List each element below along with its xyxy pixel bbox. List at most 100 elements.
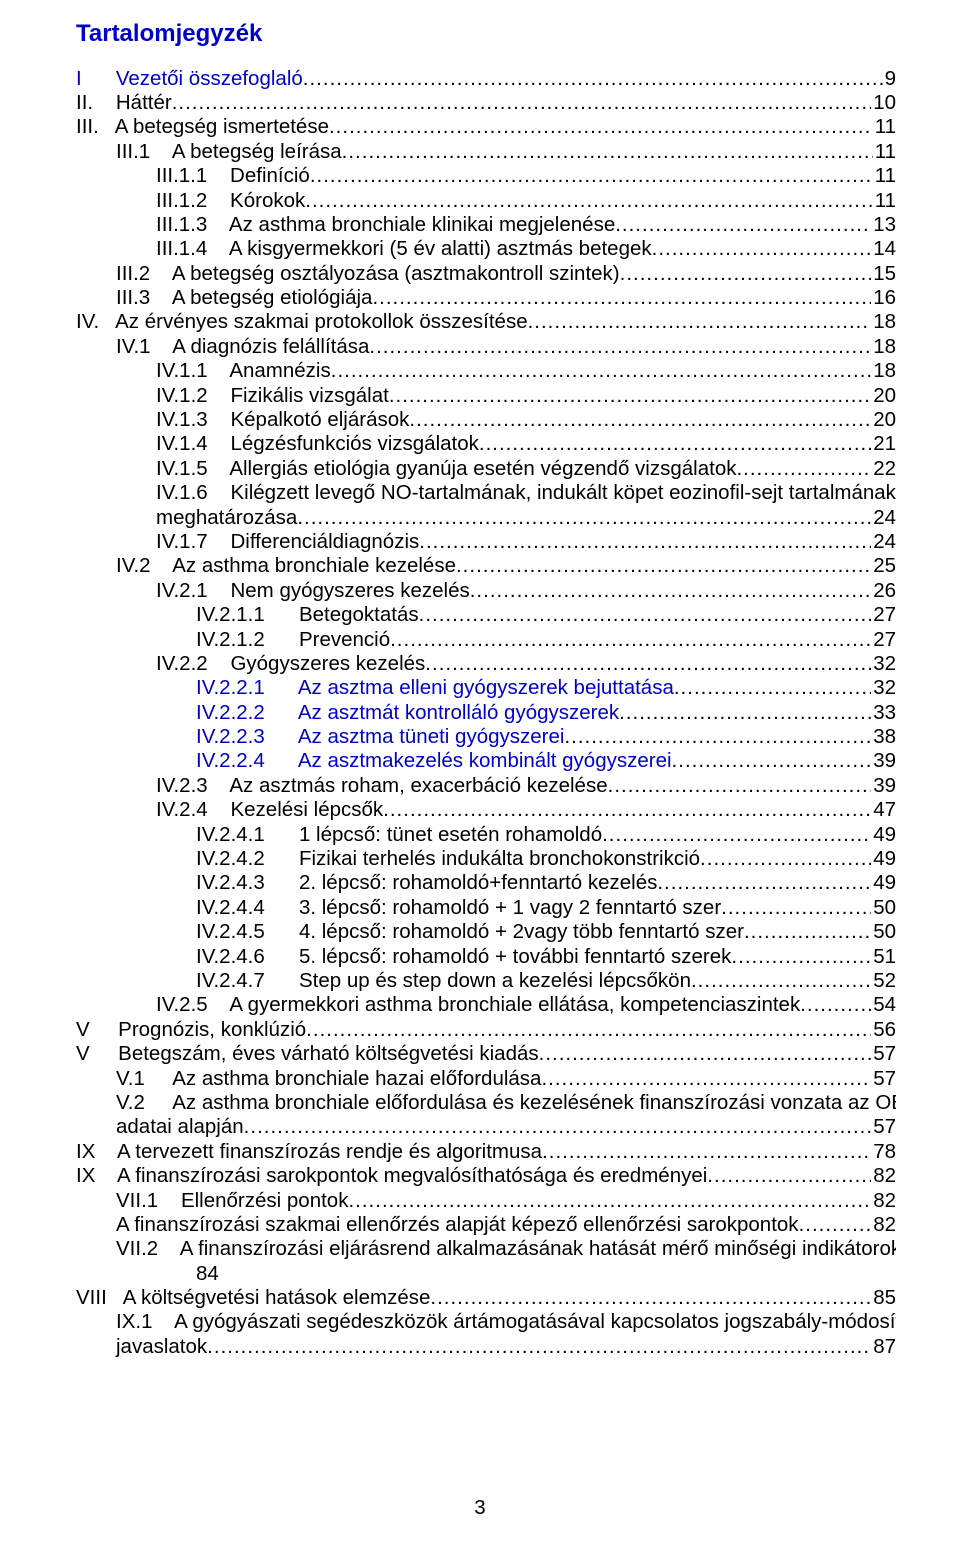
toc-entry-page: 11: [873, 164, 896, 188]
toc-entry-label: V.1 Az asthma bronchiale hazai előfordul…: [116, 1067, 541, 1091]
toc-leader-dots: [674, 676, 871, 700]
toc-entry[interactable]: IV.2.2.3 Az asztma tüneti gyógyszerei 38: [76, 725, 896, 749]
toc-entry-page: 9: [883, 67, 896, 91]
toc-leader-dots: [348, 1189, 871, 1213]
toc-entry[interactable]: IV.2.2.4 Az asztmakezelés kombinált gyóg…: [76, 749, 896, 773]
toc-entry-label: IV.1.2 Fizikális vizsgálat: [156, 384, 389, 408]
toc-entry-label: IV.1.7 Differenciáldiagnózis: [156, 530, 419, 554]
toc-entry-page: 85: [871, 1286, 896, 1310]
toc-leader-dots: [425, 652, 871, 676]
toc-entry: IV.2.4.4 3. lépcső: rohamoldó + 1 vagy 2…: [76, 896, 896, 920]
toc-entry-page: 18: [871, 359, 896, 383]
toc-entry-page: 18: [871, 310, 896, 334]
toc-entry-label: V Prognózis, konklúzió: [76, 1018, 306, 1042]
toc-entry: III.1.4 A kisgyermekkori (5 év alatti) a…: [76, 237, 896, 261]
toc-entry-label: IV.2.2 Gyógyszeres kezelés: [156, 652, 425, 676]
toc-entry: II. Háttér10: [76, 91, 896, 115]
toc-entry: IV.1.2 Fizikális vizsgálat 20: [76, 384, 896, 408]
toc-entry: IX A tervezett finanszírozás rendje és a…: [76, 1140, 896, 1164]
toc-entry-label: III.2 A betegség osztályozása (asztmakon…: [116, 262, 620, 286]
toc-leader-dots: [297, 506, 871, 530]
toc-entry-page: 21: [871, 432, 896, 456]
toc-entry-page: 15: [871, 262, 896, 286]
toc-leader-dots: [672, 749, 872, 773]
toc-entry-page: 82: [871, 1213, 896, 1237]
toc-entry: IV.2.4.2 Fizikai terhelés indukálta bron…: [76, 847, 896, 871]
toc-entry-label: IV.1.3 Képalkotó eljárások: [156, 408, 409, 432]
toc-entry: V Prognózis, konklúzió56: [76, 1018, 896, 1042]
toc-entry: IV.2.4.7 Step up és step down a kezelési…: [76, 969, 896, 993]
toc-entry: 84: [76, 1262, 896, 1286]
toc-leader-dots: [541, 1067, 871, 1091]
toc-entry-page: 47: [871, 798, 896, 822]
toc-entry: IV. Az érvényes szakmai protokollok össz…: [76, 310, 896, 334]
toc-entry-label: IV.2.4.6 5. lépcső: rohamoldó + további …: [196, 945, 731, 969]
toc-entry: III.1.2 Kórokok11: [76, 189, 896, 213]
toc-entry: adatai alapján57: [76, 1115, 896, 1139]
toc-entry: IV.1 A diagnózis felállítása18: [76, 335, 896, 359]
toc-entry-page: 50: [871, 896, 896, 920]
toc-entry: IV.2.4 Kezelési lépcsők47: [76, 798, 896, 822]
toc-entry-page: 82: [871, 1189, 896, 1213]
toc-leader-dots: [528, 310, 872, 334]
toc-entry[interactable]: I Vezetői összefoglaló9: [76, 67, 896, 91]
toc-entry-page: 22: [871, 457, 896, 481]
toc-entry[interactable]: IV.2.2.2 Az asztmát kontrolláló gyógysze…: [76, 701, 896, 725]
toc-entry-label: IV.1.6 Kilégzett levegő NO-tartalmának, …: [156, 481, 896, 505]
toc-entry-page: 38: [871, 725, 896, 749]
toc-entry-label: V Betegszám, éves várható költségvetési …: [76, 1042, 539, 1066]
toc-entry: IV.1.4 Légzésfunkciós vizsgálatok 21: [76, 432, 896, 456]
toc-entry: IV.2 Az asthma bronchiale kezelése25: [76, 554, 896, 578]
toc-entry-label: IV.2.2.4 Az asztmakezelés kombinált gyóg…: [196, 749, 672, 773]
toc-entry-label: II. Háttér: [76, 91, 172, 115]
toc-entry: VIII A költségvetési hatások elemzése85: [76, 1286, 896, 1310]
toc-entry-label: IV.2.2.2 Az asztmát kontrolláló gyógysze…: [196, 701, 619, 725]
toc-entry-page: 39: [871, 749, 896, 773]
toc-leader-dots: [306, 1018, 871, 1042]
toc-entry: IV.2.1.2 Prevenció 27: [76, 628, 896, 652]
toc-entry-label: IV.2.4.1 1 lépcső: tünet esetén rohamold…: [196, 823, 602, 847]
toc-leader-dots: [409, 408, 871, 432]
toc-leader-dots: [691, 969, 871, 993]
toc-entry-label: IX.1 A gyógyászati segédeszközök ártámog…: [116, 1310, 896, 1334]
toc-entry-page: 16: [871, 286, 896, 310]
toc-entry-page: 57: [871, 1042, 896, 1066]
toc-leader-dots: [244, 1115, 872, 1139]
toc-entry-page: 27: [871, 628, 896, 652]
toc-entry: IV.2.4.5 4. lépcső: rohamoldó + 2vagy tö…: [76, 920, 896, 944]
toc-leader-dots: [305, 189, 872, 213]
toc-entry: IV.2.4.3 2. lépcső: rohamoldó+fenntartó …: [76, 871, 896, 895]
toc-leader-dots: [721, 896, 871, 920]
toc-leader-dots: [707, 1164, 871, 1188]
toc-leader-dots: [542, 1140, 871, 1164]
toc-entry-label: IV.1 A diagnózis felállítása: [116, 335, 369, 359]
toc-leader-dots: [736, 457, 871, 481]
toc-entry-page: 87: [871, 1335, 896, 1359]
toc-entry-label: IV.2.2.3 Az asztma tüneti gyógyszerei: [196, 725, 564, 749]
toc-entry-page: 82: [871, 1164, 896, 1188]
toc-leader-dots: [652, 237, 872, 261]
toc-leader-dots: [331, 359, 871, 383]
toc-entry[interactable]: IV.2.2.1 Az asztma elleni gyógyszerek be…: [76, 676, 896, 700]
toc-entry: IV.2.5 A gyermekkori asthma bronchiale e…: [76, 993, 896, 1017]
toc-entry: IV.1.6 Kilégzett levegő NO-tartalmának, …: [76, 481, 896, 505]
toc-entry-page: 24: [871, 530, 896, 554]
toc-entry: IX.1 A gyógyászati segédeszközök ártámog…: [76, 1310, 896, 1334]
toc-leader-dots: [564, 725, 871, 749]
toc-entry-label: IV.2.1 Nem gyógyszeres kezelés: [156, 579, 470, 603]
toc-leader-dots: [800, 993, 871, 1017]
toc-entry-page: 20: [871, 384, 896, 408]
toc-leader-dots: [390, 628, 871, 652]
toc-entry: V Betegszám, éves várható költségvetési …: [76, 1042, 896, 1066]
toc-entry-label: IV.1.1 Anamnézis: [156, 359, 331, 383]
toc-entry-label: IV.2.1.2 Prevenció: [196, 628, 390, 652]
toc-entry: IX A finanszírozási sarokpontok megvalós…: [76, 1164, 896, 1188]
toc-entry-label: adatai alapján: [116, 1115, 244, 1139]
toc-entry-page: 32: [871, 652, 896, 676]
toc-entry: III.1.3 Az asthma bronchiale klinikai me…: [76, 213, 896, 237]
toc-entry-label: III. A betegség ismertetése: [76, 115, 329, 139]
toc-leader-dots: [372, 286, 871, 310]
toc-entry-label: IV.1.5 Allergiás etiológia gyanúja eseté…: [156, 457, 736, 481]
toc-entry-label: IV.1.4 Légzésfunkciós vizsgálatok: [156, 432, 479, 456]
toc-entry-label: javaslatok: [116, 1335, 207, 1359]
